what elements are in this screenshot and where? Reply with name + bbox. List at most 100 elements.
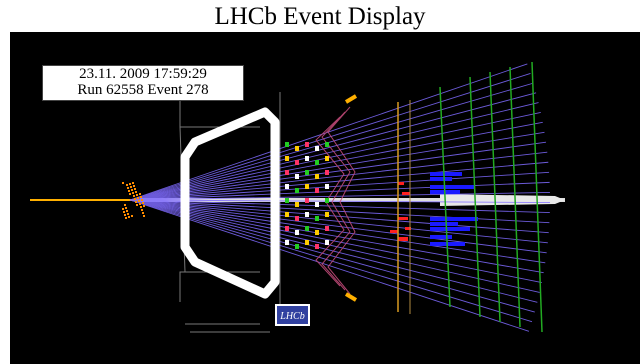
tracking-hit [315, 188, 319, 193]
velo-hit [142, 202, 144, 204]
tracking-hit [295, 202, 299, 207]
tracking-hit [285, 212, 289, 217]
tracking-hit [285, 226, 289, 231]
track [129, 171, 550, 201]
velo-hit [123, 211, 125, 213]
particle-tracks [129, 63, 550, 332]
velo-hit [133, 195, 135, 197]
tracking-hit [285, 240, 289, 245]
event-display-canvas: 23.11. 2009 17:59:29 Run 62558 Event 278… [10, 32, 640, 364]
velo-hit [140, 196, 142, 198]
tracking-hit [305, 184, 309, 189]
detector-view [30, 61, 565, 333]
tracking-hit [285, 184, 289, 189]
velo-hit [126, 210, 128, 212]
velo-hits [122, 182, 145, 219]
velo-hit [127, 213, 129, 215]
tracking-hit [295, 216, 299, 221]
velo-hit [132, 182, 134, 184]
velo-hit [133, 185, 135, 187]
tracking-hit [315, 202, 319, 207]
dipole-magnet [180, 107, 280, 299]
velo-hit [130, 186, 132, 188]
calo-bar [430, 235, 452, 239]
velo-hit [136, 204, 138, 206]
tracking-hit [325, 226, 329, 231]
ecal-hits [390, 182, 411, 241]
tracking-hit [295, 160, 299, 165]
calo-bar [430, 177, 452, 181]
velo-hit [126, 184, 128, 186]
track [129, 199, 550, 214]
velo-hit [135, 201, 137, 203]
velo-hit [141, 199, 143, 201]
tracking-hit [305, 142, 309, 147]
velo-hit [125, 217, 127, 219]
event-info-box: 23.11. 2009 17:59:29 Run 62558 Event 278 [42, 65, 244, 101]
velo-hit [134, 188, 136, 190]
tracking-hit [315, 216, 319, 221]
velo-hit [143, 205, 145, 207]
tracking-hit [285, 156, 289, 161]
calo-bar [430, 227, 470, 231]
tracking-hit [305, 226, 309, 231]
tracking-hit [315, 230, 319, 235]
track [129, 199, 546, 264]
velo-hit [135, 191, 137, 193]
tracking-hit [305, 212, 309, 217]
track [129, 82, 534, 201]
tracking-hit [315, 146, 319, 151]
page-title: LHCb Event Display [214, 3, 426, 30]
tracking-hit [315, 174, 319, 179]
velo-hit [129, 183, 131, 185]
velo-hit [127, 187, 129, 189]
velo-hit [128, 190, 130, 192]
tracking-hit [325, 198, 329, 203]
tracking-hit [305, 156, 309, 161]
tracking-hit [305, 240, 309, 245]
event-datetime: 23.11. 2009 17:59:29 [79, 66, 207, 82]
velo-hit [142, 212, 144, 214]
tracking-hit [325, 170, 329, 175]
velo-hit [140, 206, 142, 208]
tracking-hit [295, 188, 299, 193]
track [129, 199, 549, 234]
calo-bar [430, 217, 478, 221]
velo-hit [125, 207, 127, 209]
tracking-hit [325, 156, 329, 161]
lhcb-logo: LHCb [275, 304, 310, 326]
tracking-hit [295, 174, 299, 179]
track [129, 199, 540, 293]
tracking-hit [315, 160, 319, 165]
track [129, 141, 547, 201]
calo-bar [430, 222, 458, 226]
track [129, 199, 535, 313]
velo-hit [139, 203, 141, 205]
track [129, 102, 539, 201]
velo-hit [143, 215, 145, 217]
velo-hit [139, 193, 141, 195]
velo-hit [131, 189, 133, 191]
track [129, 151, 548, 201]
tracking-hit [285, 170, 289, 175]
velo-hit [122, 208, 124, 210]
calo-bar [430, 185, 475, 189]
velo-hit [137, 197, 139, 199]
tracking-hit [295, 230, 299, 235]
track [129, 199, 542, 284]
tracking-hit [285, 198, 289, 203]
tracking-hit [295, 244, 299, 249]
velo-hit [138, 200, 140, 202]
tracking-hit [305, 198, 309, 203]
rich-mirror-bottom [344, 292, 358, 302]
track [129, 199, 533, 323]
velo-hit [124, 214, 126, 216]
tracking-hit [305, 170, 309, 175]
tracking-hit [325, 142, 329, 147]
track [129, 181, 550, 201]
tracking-hit [325, 184, 329, 189]
velo-hit [129, 193, 131, 195]
beam-pipe-end [440, 194, 565, 206]
svg-text:LHCb: LHCb [279, 311, 304, 322]
tracking-hit [295, 146, 299, 151]
